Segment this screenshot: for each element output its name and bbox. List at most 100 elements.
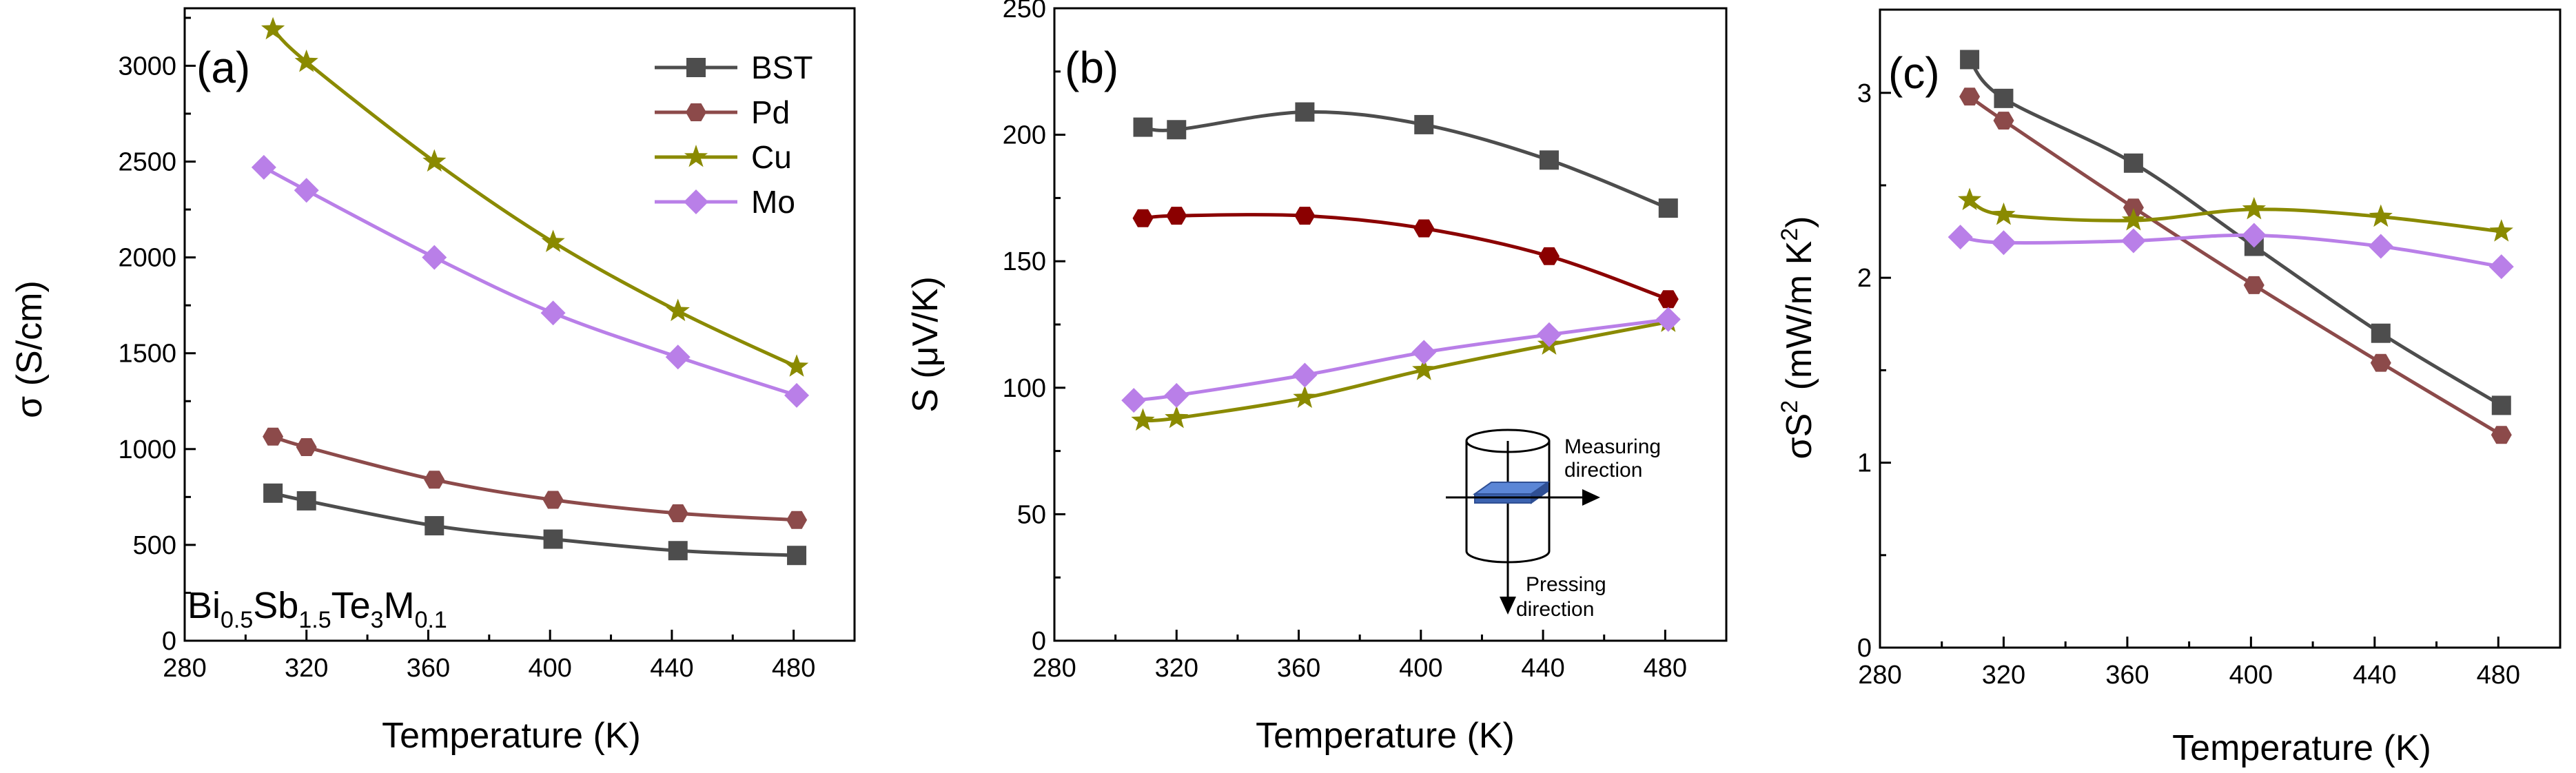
panel-c-point-bst: [1960, 50, 1980, 70]
panel-a-point-pd: [424, 471, 445, 489]
panel-a-point-cu: [666, 298, 690, 322]
panel-b-xtick-label: 400: [1399, 654, 1442, 683]
inset-pressing-label: Pressing: [1526, 573, 1606, 596]
panel-a-point-pd: [667, 504, 688, 522]
panel-c: 280 320 360 400 440 480 0 1 2 3 σS2 (mW/m K2) Tem…: [1777, 8, 2562, 768]
panel-b-ytick-label: 150: [1003, 247, 1046, 276]
panel-a-xtick-label: 480: [772, 654, 815, 683]
legend-entry-pd: Pd: [655, 94, 790, 130]
panel-c-point-cu: [2369, 204, 2393, 227]
panel-b-point-pd: [1132, 209, 1154, 227]
panel-b-point-pd: [1166, 207, 1187, 225]
direction-inset: Measuring direction Pressing direction: [1446, 429, 1661, 621]
panel-c-xtick-label: 320: [1982, 661, 2025, 690]
panel-a-point-mo: [251, 154, 276, 180]
panel-c-point-mo: [2241, 223, 2267, 248]
panel-a-point-cu: [784, 354, 809, 377]
panel-b-ytick-label: 0: [1032, 627, 1046, 656]
panel-a-xtick-label: 440: [650, 654, 693, 683]
panel-a-point-cu: [294, 49, 318, 72]
panel-b-ytick-label: 200: [1003, 121, 1046, 150]
panel-c-point-pd: [2491, 426, 2512, 444]
panel-b: 280 320 360 400 440 480 0 50 100 150 200 250 S (μV/…: [906, 0, 1728, 756]
panel-a-point-bst: [296, 491, 316, 511]
legend: BST Pd Cu Mo: [655, 50, 812, 220]
legend-label-mo: Mo: [751, 184, 795, 220]
panel-a-point-cu: [261, 17, 285, 40]
panel-a-line-cu: [272, 28, 798, 369]
panel-c-point-cu: [2121, 208, 2145, 231]
panel-c-point-cu: [1992, 202, 2016, 225]
panel-c-line-cu: [1968, 198, 2502, 234]
panel-b-tag: (b): [1065, 43, 1118, 92]
panel-a-ytick-label: 3000: [118, 52, 176, 81]
legend-marker-mo: [684, 189, 708, 214]
panel-c-series: [1948, 50, 2514, 444]
panel-a-point-mo: [294, 178, 319, 203]
legend-marker-bst: [686, 58, 706, 77]
panel-c-xtick-label: 480: [2477, 661, 2520, 690]
panel-c-plot-frame: [1879, 8, 2562, 649]
panel-c-xlabel: Temperature (K): [2172, 728, 2431, 768]
panel-c-point-mo: [2368, 234, 2393, 259]
panel-a-axes: 280 320 360 400 440 480 0 500 1000 1500 2000 2500 30…: [118, 7, 856, 683]
panel-b-axes: 280 320 360 400 440 480 0 50 100 150 200 250: [1003, 0, 1728, 683]
panel-a-ytick-label: 1000: [118, 435, 176, 464]
inset-pressing-label-2: direction: [1516, 598, 1594, 621]
panel-b-ylabel: S (μV/K): [906, 276, 945, 413]
panel-a-plot-frame: [183, 7, 856, 642]
legend-label-bst: BST: [751, 50, 812, 85]
panel-c-point-pd: [1993, 112, 2014, 130]
panel-c-tag: (c): [1888, 48, 1940, 98]
panel-c-point-pd: [2123, 198, 2144, 217]
panel-a-xtick-label: 400: [528, 654, 571, 683]
panel-a: 280 320 360 400 440 480 0 500 1000 1500 2000 2500 30…: [10, 7, 856, 756]
inset-measuring-label-2: direction: [1564, 459, 1642, 482]
panel-c-xtick-label: 440: [2353, 661, 2396, 690]
panel-a-point-pd: [263, 427, 284, 446]
panel-c-point-pd: [2370, 353, 2391, 372]
legend-label-cu: Cu: [751, 139, 792, 175]
panel-b-point-mo: [1292, 362, 1318, 388]
panel-c-ytick-label: 3: [1857, 79, 1872, 108]
panel-b-xtick-label: 360: [1277, 654, 1320, 683]
panel-b-point-cu: [1165, 405, 1189, 429]
legend-marker-pd: [686, 103, 706, 121]
panel-a-point-cu: [541, 229, 565, 252]
panel-a-point-bst: [263, 483, 283, 503]
panel-b-ytick-label: 100: [1003, 374, 1046, 403]
panel-b-point-mo: [1164, 382, 1189, 408]
composition-label: Bi0.5Sb1.5Te3M0.1: [187, 585, 447, 633]
panel-c-point-pd: [1959, 87, 1981, 106]
panel-b-point-pd: [1657, 290, 1679, 309]
legend-label-pd: Pd: [751, 94, 790, 130]
panel-a-ytick-label: 500: [133, 531, 176, 560]
panel-c-ytick-label: 0: [1857, 634, 1872, 663]
panel-a-point-cu: [422, 149, 447, 172]
panel-c-line-bst: [1968, 58, 2503, 407]
panel-b-series: [1121, 102, 1681, 431]
legend-entry-cu: Cu: [655, 139, 792, 175]
panel-b-xtick-label: 320: [1155, 654, 1198, 683]
panel-b-point-cu: [1412, 358, 1436, 380]
panel-c-point-bst: [2371, 323, 2391, 343]
panel-c-ytick-label: 2: [1857, 264, 1872, 293]
inset-pressing-arrow-icon: [1500, 597, 1516, 615]
panel-a-ytick-label: 1500: [118, 340, 176, 369]
panel-b-ytick-label: 250: [1003, 0, 1046, 23]
panel-a-point-mo: [422, 245, 447, 270]
panel-a-ytick-label: 0: [162, 627, 176, 656]
panel-b-point-mo: [1655, 307, 1681, 332]
panel-c-ytick-label: 1: [1857, 449, 1872, 478]
panel-b-line-cu: [1143, 320, 1669, 423]
panel-b-line-bst: [1143, 110, 1669, 210]
panel-a-ylabel: σ (S/cm): [10, 280, 50, 418]
panel-b-point-cu: [1293, 385, 1317, 409]
legend-entry-bst: BST: [655, 50, 812, 85]
panel-b-xtick-label: 280: [1032, 654, 1076, 683]
panel-b-point-bst: [1658, 198, 1678, 218]
panel-a-point-mo: [540, 300, 566, 326]
panel-c-line-pd: [1968, 95, 2503, 437]
panel-c-point-bst: [2123, 153, 2143, 173]
